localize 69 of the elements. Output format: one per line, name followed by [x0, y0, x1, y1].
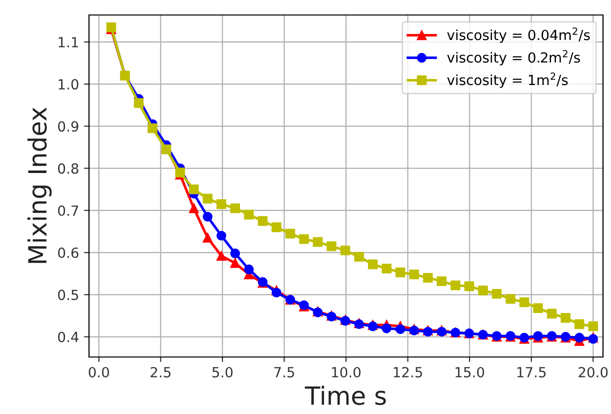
point: [230, 248, 240, 258]
point: [588, 321, 598, 332]
y-tick-label: 0.5: [58, 290, 78, 300]
point: [382, 324, 392, 334]
y-axis-title: Mixing Index: [27, 107, 52, 263]
y-tick-label: 0.6: [58, 248, 78, 258]
point: [340, 246, 350, 256]
point: [216, 230, 226, 241]
point: [464, 281, 474, 292]
point: [478, 286, 488, 296]
point: [272, 222, 282, 232]
x-axis-title: Time s: [304, 386, 386, 406]
point: [188, 203, 199, 214]
point: [588, 334, 598, 344]
point: [148, 123, 158, 134]
point: [450, 280, 460, 290]
point: [285, 228, 296, 238]
point: [202, 194, 212, 204]
point: [326, 241, 336, 252]
point: [354, 252, 364, 262]
point: [396, 324, 406, 334]
point: [382, 264, 392, 274]
x-tick-label: 15.0: [456, 366, 484, 378]
y-tick-label: 1.0: [58, 79, 78, 90]
point: [533, 303, 543, 314]
point: [560, 312, 570, 323]
point: [134, 98, 144, 108]
point: [202, 212, 212, 222]
point: [574, 332, 584, 342]
legend-label: viscosity = 1m$^{2}$/s: [447, 72, 568, 88]
point: [546, 308, 557, 318]
y-tick-label: 0.9: [58, 121, 78, 132]
x-tick-label: 20.0: [578, 366, 608, 378]
point: [409, 270, 419, 280]
x-tick-label: 2.5: [150, 366, 170, 378]
y-tick-label: 0.8: [58, 163, 78, 174]
point: [188, 184, 199, 194]
point: [436, 276, 447, 286]
point: [258, 216, 268, 226]
point: [244, 264, 254, 274]
point: [492, 288, 502, 299]
point: [272, 288, 282, 298]
point: [244, 210, 254, 220]
point: [312, 237, 323, 247]
point: [216, 199, 226, 209]
x-tick-label: 5.0: [212, 366, 233, 378]
y-tick-label: 0.4: [58, 332, 78, 342]
point: [409, 326, 419, 336]
point: [423, 272, 433, 283]
point: [230, 203, 240, 214]
x-tick-label: 7.5: [274, 367, 294, 378]
legend-label: viscosity = 0.2m$^{2}$/s: [447, 50, 580, 66]
point: [368, 259, 378, 270]
point: [519, 297, 530, 308]
point: [574, 319, 584, 330]
point: [230, 258, 240, 268]
x-tick-label: 10.0: [332, 366, 361, 378]
point: [216, 251, 226, 261]
x-tick-label: 0.0: [88, 366, 110, 378]
point: [396, 267, 406, 278]
point: [506, 294, 516, 304]
y-tick-label: 0.7: [58, 205, 78, 216]
point: [299, 234, 309, 244]
x-tick-label: 17.5: [517, 367, 546, 378]
y-tick-label: 1.1: [58, 37, 78, 48]
point: [202, 232, 212, 243]
legend-label: viscosity = 0.04m$^{2}$/s: [447, 28, 590, 43]
point: [161, 144, 172, 154]
x-tick-label: 12.5: [394, 366, 422, 378]
